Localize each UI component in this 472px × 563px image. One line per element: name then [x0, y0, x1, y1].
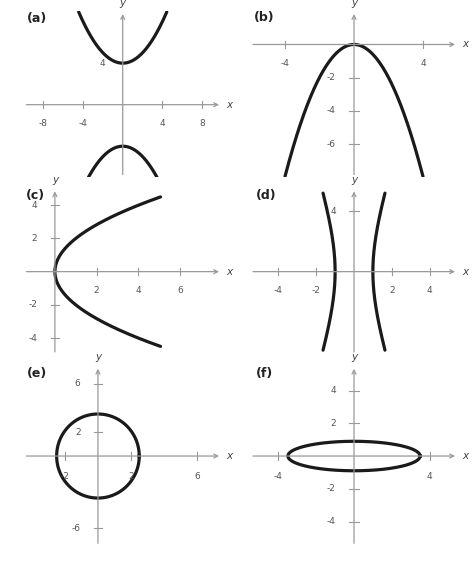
- Text: 4: 4: [427, 286, 432, 295]
- Text: 2: 2: [389, 286, 395, 295]
- Text: x: x: [462, 39, 468, 50]
- Text: y: y: [351, 0, 357, 8]
- Text: x: x: [462, 267, 468, 276]
- Text: 4: 4: [427, 472, 432, 481]
- Text: 2: 2: [94, 286, 100, 295]
- Text: -2: -2: [327, 484, 336, 493]
- Text: 4: 4: [330, 386, 336, 395]
- Text: 2: 2: [75, 427, 81, 436]
- Text: -6: -6: [327, 140, 336, 149]
- Text: y: y: [95, 352, 101, 363]
- Text: 4: 4: [160, 119, 165, 128]
- Text: y: y: [120, 0, 126, 8]
- Text: y: y: [351, 352, 357, 363]
- Text: -4: -4: [29, 334, 37, 342]
- Text: 2: 2: [330, 419, 336, 428]
- Text: 4: 4: [32, 201, 37, 209]
- Text: -2: -2: [312, 286, 320, 295]
- Text: -8: -8: [39, 119, 48, 128]
- Text: (d): (d): [256, 189, 277, 202]
- Text: -2: -2: [29, 301, 37, 309]
- Text: x: x: [226, 451, 232, 461]
- Text: 8: 8: [199, 119, 205, 128]
- Text: (e): (e): [27, 367, 47, 380]
- Text: -2: -2: [327, 73, 336, 82]
- Text: -4: -4: [274, 286, 283, 295]
- Text: 4: 4: [100, 59, 105, 68]
- Text: -2: -2: [60, 472, 69, 481]
- Text: 4: 4: [330, 207, 336, 216]
- Text: 6: 6: [75, 379, 81, 388]
- Text: (b): (b): [253, 11, 274, 24]
- Text: (a): (a): [26, 12, 47, 25]
- Text: x: x: [226, 267, 232, 276]
- Text: x: x: [462, 451, 468, 461]
- Text: x: x: [226, 100, 232, 110]
- Text: -6: -6: [71, 524, 81, 533]
- Text: 2: 2: [128, 472, 134, 481]
- Text: 6: 6: [194, 472, 200, 481]
- Text: 4: 4: [421, 59, 426, 68]
- Text: 2: 2: [32, 234, 37, 243]
- Text: 6: 6: [177, 286, 183, 295]
- Text: (c): (c): [25, 189, 45, 202]
- Text: y: y: [52, 175, 58, 185]
- Text: -4: -4: [327, 517, 336, 526]
- Text: y: y: [351, 175, 357, 185]
- Text: -4: -4: [280, 59, 289, 68]
- Text: -4: -4: [274, 472, 283, 481]
- Text: 4: 4: [135, 286, 141, 295]
- Text: -4: -4: [327, 106, 336, 115]
- Text: (f): (f): [256, 367, 273, 380]
- Text: -4: -4: [79, 119, 87, 128]
